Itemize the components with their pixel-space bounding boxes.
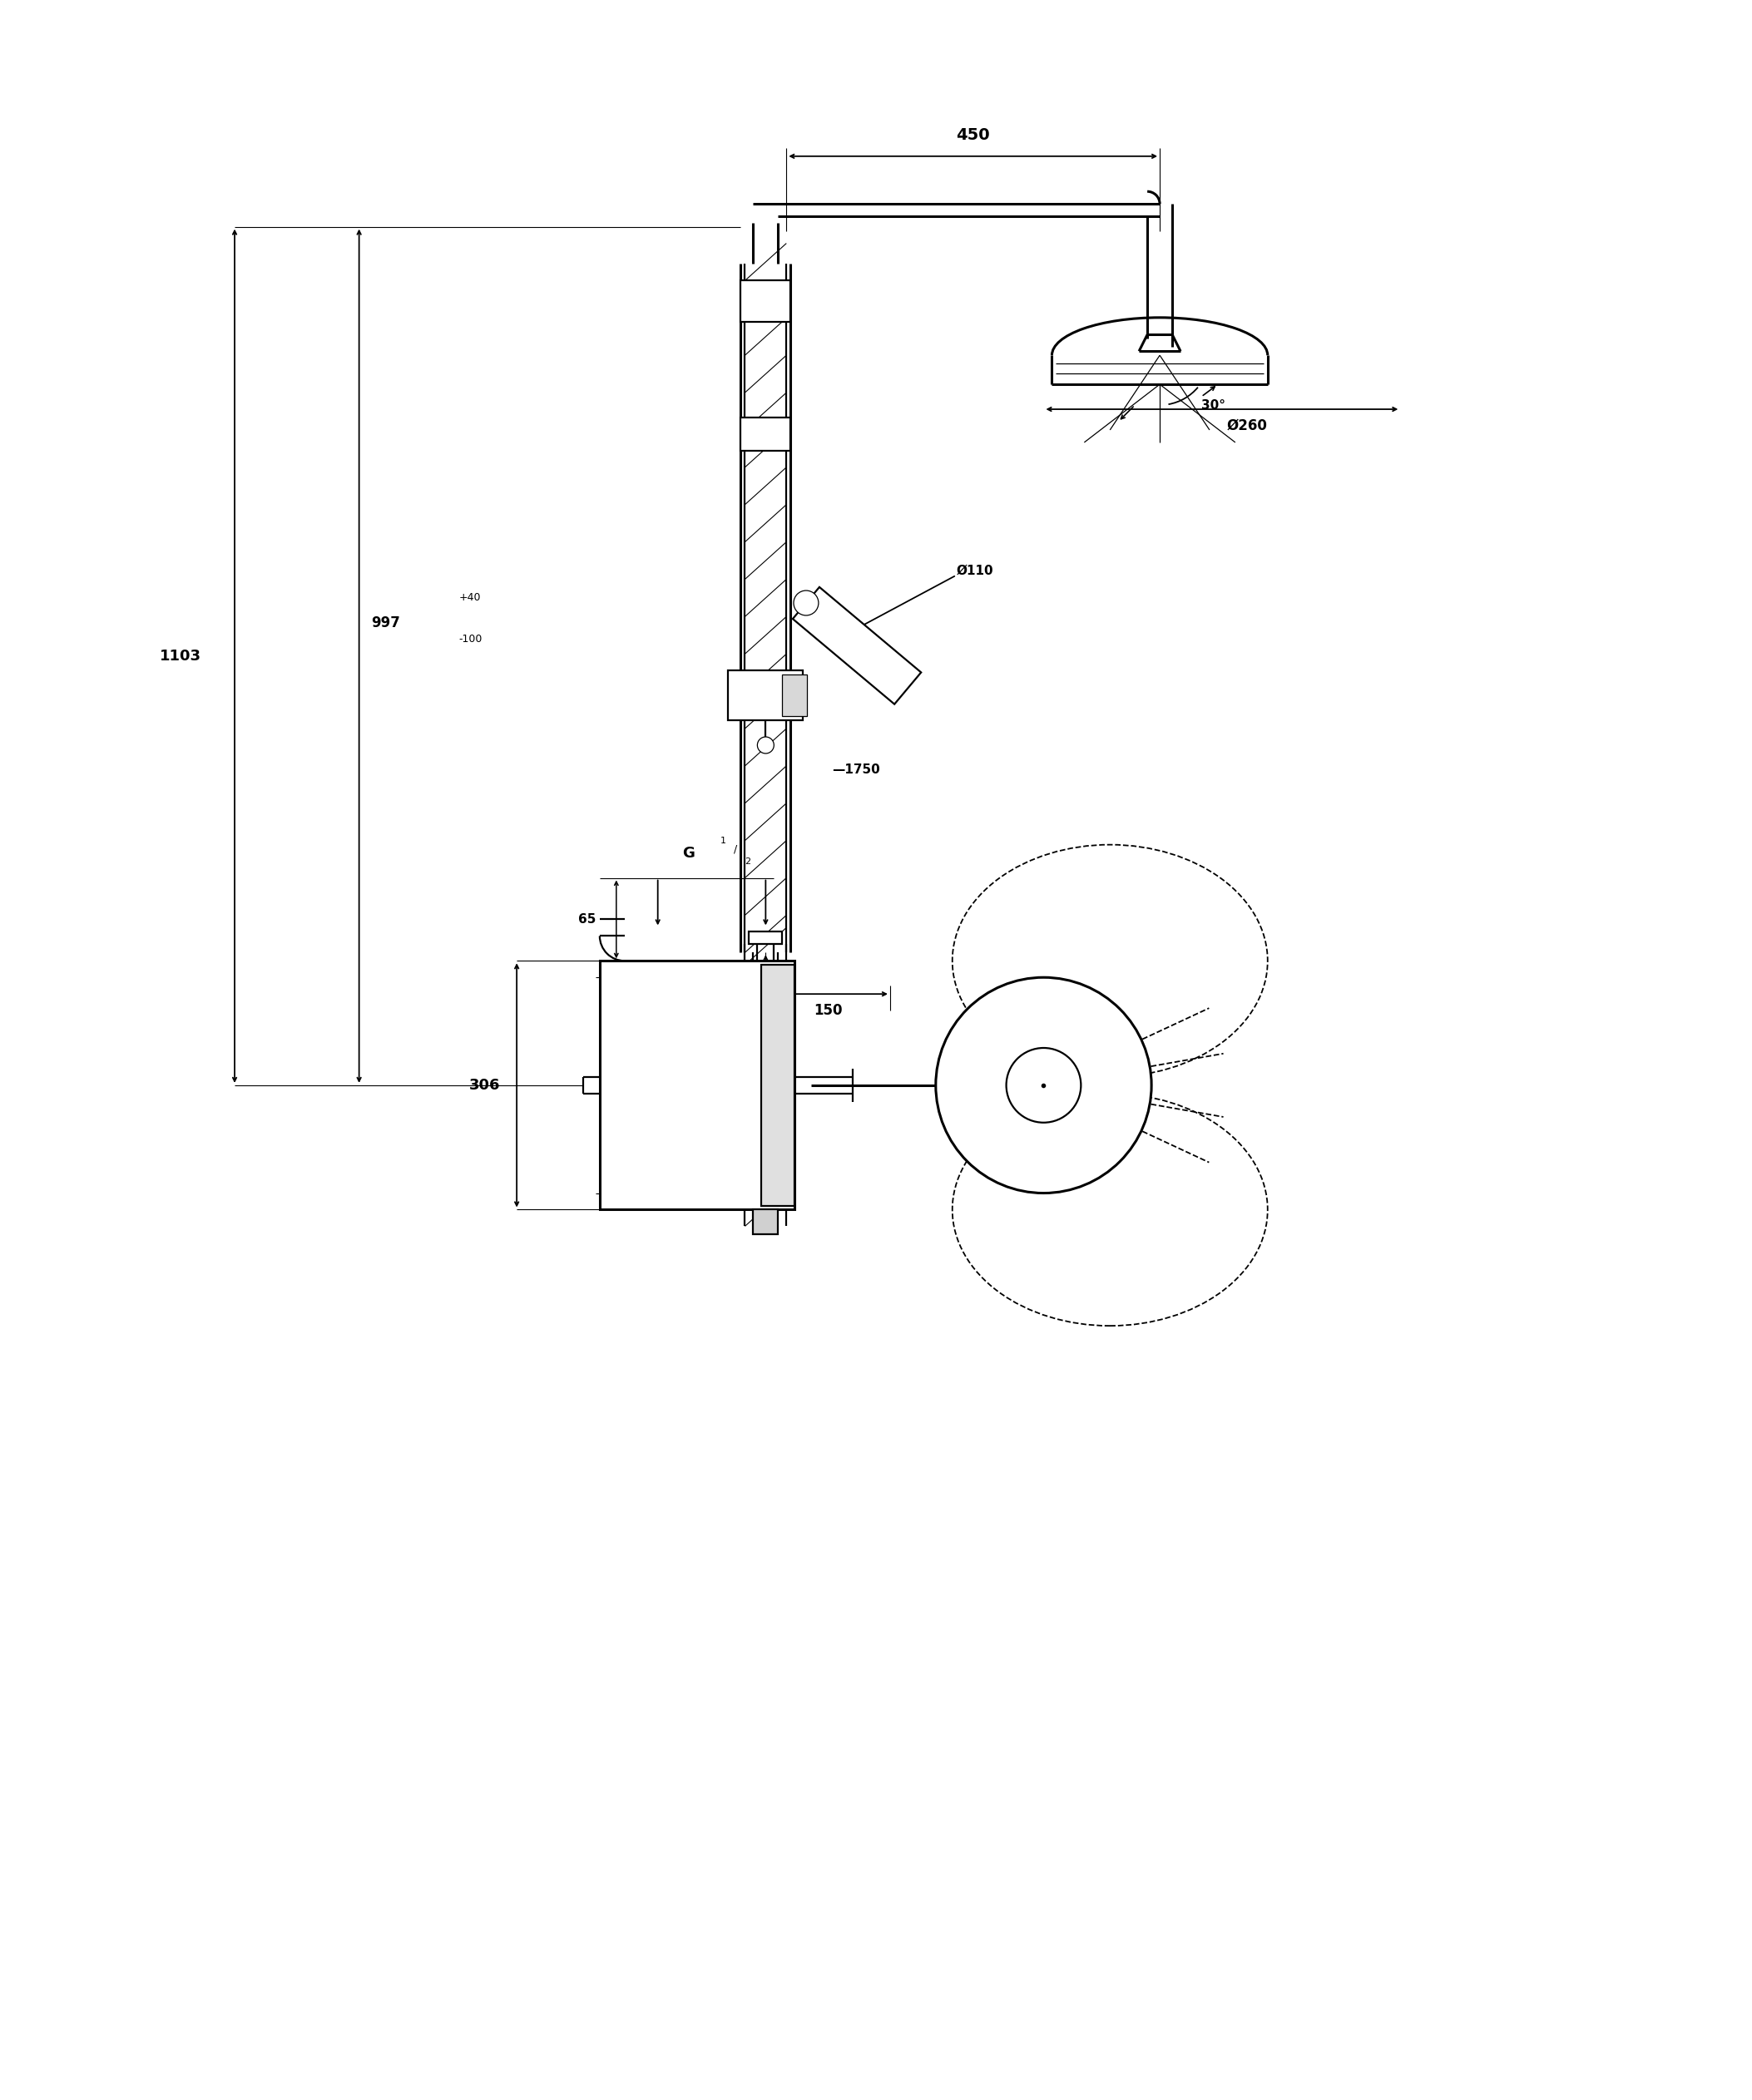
Text: 150±15: 150±15 <box>639 1079 694 1092</box>
Text: 150: 150 <box>813 1004 843 1018</box>
Polygon shape <box>792 588 922 704</box>
Circle shape <box>1006 1048 1081 1124</box>
Text: +40: +40 <box>459 592 480 603</box>
Bar <box>753 1210 778 1235</box>
Bar <box>599 962 795 1210</box>
Text: 997: 997 <box>371 615 401 630</box>
Text: 2: 2 <box>745 857 752 865</box>
Text: Ø260: Ø260 <box>1226 418 1267 433</box>
Bar <box>762 966 795 1205</box>
Circle shape <box>794 590 818 615</box>
Text: 65: 65 <box>578 914 596 926</box>
Text: -100: -100 <box>459 634 482 645</box>
Text: 30°: 30° <box>1202 399 1225 412</box>
Bar <box>741 418 790 452</box>
Text: 450: 450 <box>957 128 990 143</box>
Circle shape <box>757 737 774 754</box>
Text: —1750: —1750 <box>832 764 880 777</box>
Bar <box>729 670 802 720</box>
Circle shape <box>936 976 1151 1193</box>
Bar <box>750 932 781 945</box>
Bar <box>781 674 808 716</box>
Text: 1: 1 <box>720 836 725 844</box>
Text: /: / <box>734 844 738 855</box>
Bar <box>741 281 790 321</box>
Text: Ø110: Ø110 <box>957 565 993 578</box>
Text: 306: 306 <box>470 1077 499 1092</box>
Text: G: G <box>683 846 696 861</box>
Text: 1103: 1103 <box>159 649 201 664</box>
